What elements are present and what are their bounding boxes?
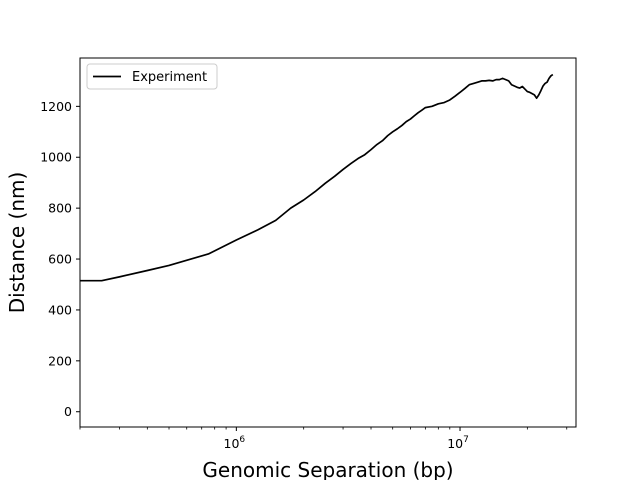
x-tick-base: 10 — [224, 436, 240, 451]
y-tick-label: 600 — [48, 252, 72, 267]
legend-box — [86, 63, 218, 90]
legend-entry-experiment: Experiment — [132, 70, 207, 85]
x-axis-label: Genomic Separation (bp) — [202, 458, 453, 480]
y-tick-label: 800 — [48, 201, 72, 216]
legend: Experiment — [86, 63, 218, 90]
y-tick-label: 1000 — [40, 150, 72, 165]
y-axis-label: Distance (nm) — [5, 172, 29, 314]
x-tick-exponent: 6 — [239, 435, 245, 445]
x-tick-label: 106 — [224, 435, 246, 451]
x-tick-base: 10 — [447, 436, 463, 451]
x-tick-exponent: 7 — [463, 435, 469, 445]
plot-area — [80, 58, 576, 427]
y-tick-label: 0 — [64, 404, 72, 419]
plot-frame — [79, 57, 577, 428]
y-tick-label: 1200 — [40, 99, 72, 114]
y-tick-label: 400 — [48, 302, 72, 317]
y-tick-label: 200 — [48, 353, 72, 368]
series-experiment-line — [80, 73, 554, 282]
x-tick-label: 107 — [447, 435, 469, 451]
